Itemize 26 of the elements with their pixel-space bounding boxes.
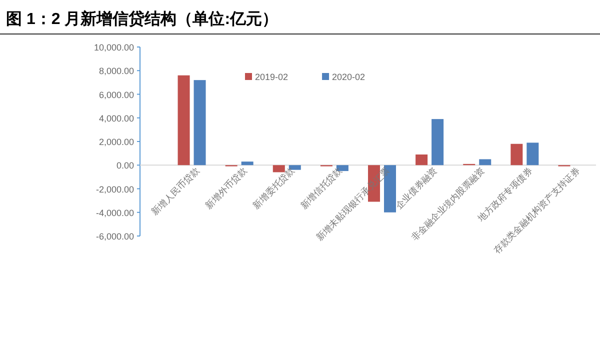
bar	[194, 80, 206, 166]
x-tick-label: 企业债券融资	[394, 165, 439, 211]
x-tick-label: 新增人民币贷款	[150, 165, 202, 218]
bar	[241, 162, 254, 166]
x-tick-label: 新增外币贷款	[203, 165, 249, 211]
bar	[510, 144, 523, 166]
bar	[178, 75, 190, 166]
y-tick-label: 6,000.00	[98, 90, 134, 100]
y-tick-label: 10,000.00	[94, 42, 134, 52]
chart-title: 图 1：2 月新增信贷结构（单位:亿元）	[6, 10, 278, 28]
bar	[479, 159, 492, 166]
y-tick-label: 4,000.00	[98, 113, 134, 124]
bar	[288, 165, 301, 170]
x-tick-label: 新增委托贷款	[251, 165, 296, 211]
y-tick-label: 0.00	[116, 160, 134, 171]
y-tick-label: -2,000.00	[96, 184, 134, 194]
y-tick-label: 2,000.00	[98, 137, 134, 147]
y-tick-label: 8,000.00	[98, 66, 134, 76]
bar	[272, 165, 285, 172]
bar	[416, 154, 428, 166]
y-tick-label: -4,000.00	[96, 208, 134, 218]
legend-label: 2019-02	[255, 72, 288, 82]
bar	[432, 119, 444, 166]
y-tick-label: -6,000.00	[96, 232, 134, 242]
bar	[526, 142, 539, 166]
legend-label: 2020-02	[332, 72, 366, 82]
